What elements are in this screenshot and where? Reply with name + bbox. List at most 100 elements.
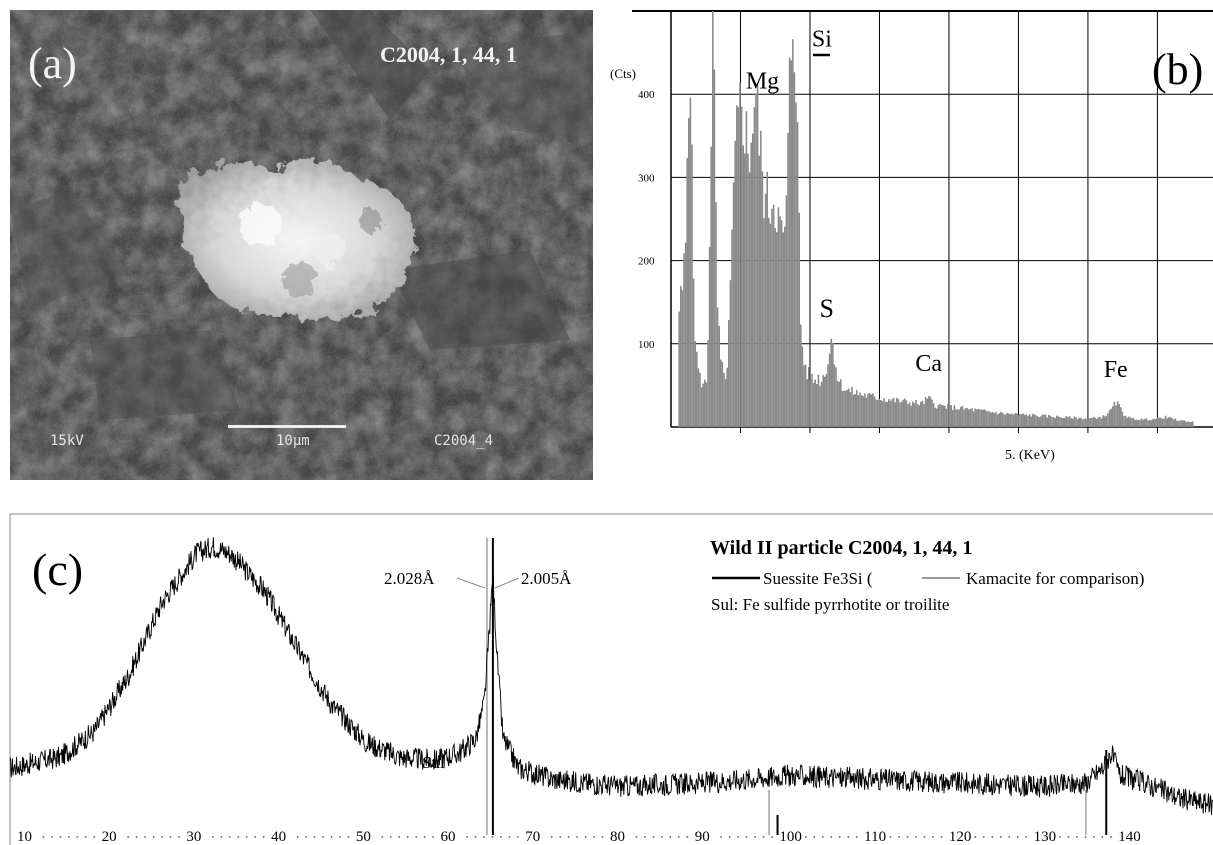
eds-y-tick-label: 300 — [638, 172, 655, 184]
xrd-minor-tick — [1067, 836, 1070, 838]
eds-spectrum-bar — [996, 414, 999, 427]
scale-bar-label: 10µm — [276, 433, 310, 449]
eds-spectrum-bar — [1043, 414, 1045, 427]
eds-spectrum-bar — [1171, 417, 1173, 427]
eds-spectrum-bar — [972, 411, 975, 427]
eds-spectrum-bar — [724, 378, 727, 427]
eds-spectrum-bar — [956, 409, 959, 427]
eds-spectrum-bar — [1020, 414, 1023, 427]
eds-spectrum-bar — [1030, 416, 1032, 427]
legend-kamacite: Kamacite for comparison) — [966, 569, 1144, 588]
eds-spectrum-bar — [1094, 417, 1096, 427]
eds-spectrum-bar — [1092, 416, 1095, 427]
eds-spectrum-bar — [1024, 414, 1026, 427]
xrd-minor-tick — [381, 836, 384, 838]
eds-spectrum-bar — [931, 399, 933, 427]
eds-spectrum-bar — [819, 385, 821, 427]
xrd-minor-tick — [669, 836, 672, 838]
xrd-minor-tick — [415, 836, 418, 838]
xrd-minor-tick — [169, 836, 172, 838]
d-spacing-leader — [456, 577, 486, 589]
eds-spectrum-bar — [1001, 412, 1004, 427]
eds-spectrum-bar — [756, 83, 759, 427]
eds-spectrum-bar — [1025, 414, 1028, 427]
eds-spectrum-bar — [1110, 408, 1112, 427]
eds-spectrum-bar — [1041, 414, 1044, 427]
eds-spectrum-bar — [788, 57, 791, 427]
eds-spectrum-bar — [779, 216, 781, 427]
eds-spectrum-bar — [955, 409, 957, 427]
xrd-minor-tick — [1109, 836, 1112, 838]
eds-spectrum-bar — [1121, 411, 1124, 427]
eds-spectrum-bar — [833, 364, 836, 427]
xrd-minor-tick — [999, 836, 1002, 838]
xrd-x-tick-label: 20 — [102, 829, 117, 845]
eds-spectrum-bar — [1070, 418, 1072, 427]
eds-spectrum-bar — [963, 409, 965, 427]
eds-spectrum-bar — [884, 401, 887, 427]
eds-spectrum-bar — [1068, 416, 1071, 427]
eds-spectrum-bar — [1192, 421, 1194, 427]
eds-spectrum-bar — [814, 379, 816, 427]
eds-spectrum-bar — [913, 403, 916, 427]
eds-spectrum-bar — [1185, 422, 1188, 427]
eds-spectrum-bar — [748, 172, 751, 427]
eds-spectrum-bar — [758, 155, 760, 428]
xrd-minor-tick — [76, 836, 79, 838]
xrd-minor-tick — [855, 836, 858, 838]
xrd-minor-tick — [635, 836, 638, 838]
eds-spectrum-bar — [680, 285, 682, 427]
eds-spectrum-bar — [1156, 417, 1159, 427]
eds-spectrum-bar — [926, 398, 928, 427]
eds-spectrum-bar — [1134, 419, 1136, 427]
eds-peak-label-fe: Fe — [1104, 357, 1128, 383]
eds-y-axis-label: (Cts) — [610, 66, 636, 81]
eds-spectrum-bar — [1132, 418, 1135, 427]
eds-spectrum-bar — [1040, 416, 1042, 427]
eds-spectrum-bar — [920, 401, 922, 427]
panel-b-label: (b) — [1152, 45, 1203, 94]
eds-spectrum-bar — [868, 393, 871, 427]
eds-spectrum-bar — [720, 359, 722, 427]
eds-spectrum-bar — [689, 97, 692, 428]
eds-spectrum-bar — [923, 404, 925, 427]
xrd-minor-tick — [991, 836, 994, 838]
xrd-minor-tick — [84, 836, 87, 838]
eds-spectrum-bar — [1161, 418, 1164, 427]
xrd-minor-tick — [821, 836, 824, 838]
eds-spectrum-bar — [982, 409, 984, 427]
eds-spectrum-bar — [1172, 419, 1175, 427]
eds-spectrum-bar — [888, 398, 890, 427]
xrd-x-tick-label: 90 — [695, 829, 710, 845]
xrd-minor-tick — [423, 836, 426, 838]
eds-spectrum-bar — [1166, 418, 1168, 427]
eds-spectrum-bar — [929, 396, 932, 427]
eds-x-ticks — [739, 427, 1158, 433]
eds-spectrum-bar — [848, 388, 850, 427]
eds-spectrum-bar — [1032, 413, 1034, 427]
eds-spectrum-bar — [705, 382, 708, 427]
eds-spectrum-bar — [878, 398, 880, 427]
xrd-minor-tick — [406, 836, 409, 838]
xrd-minor-tick — [762, 836, 765, 838]
eds-spectrum-bar — [1011, 413, 1013, 427]
eds-spectrum-bar — [817, 374, 820, 427]
d-spacing-leader — [494, 577, 520, 589]
eds-spectrum-bar — [1072, 419, 1074, 427]
eds-spectrum-bar — [966, 408, 968, 427]
xrd-minor-tick — [720, 836, 723, 838]
eds-spectrum-bar — [1112, 406, 1114, 427]
eds-spectrum-bar — [880, 399, 882, 427]
eds-spectrum-bar — [787, 132, 789, 427]
eds-spectrum-bar — [692, 278, 695, 427]
eds-spectrum-bar — [1187, 421, 1189, 427]
eds-spectrum-bar — [712, 11, 714, 427]
eds-spectrum-bar — [824, 376, 826, 427]
eds-spectrum-bar — [800, 324, 802, 427]
eds-spectrum-bar — [1057, 416, 1060, 427]
eds-peak-label-ca: Ca — [915, 351, 942, 377]
eds-spectrum-bar — [1105, 415, 1108, 427]
eds-spectrum-bar — [980, 409, 983, 427]
eds-spectrum-bar — [1124, 415, 1127, 427]
xrd-minor-tick — [838, 836, 841, 838]
